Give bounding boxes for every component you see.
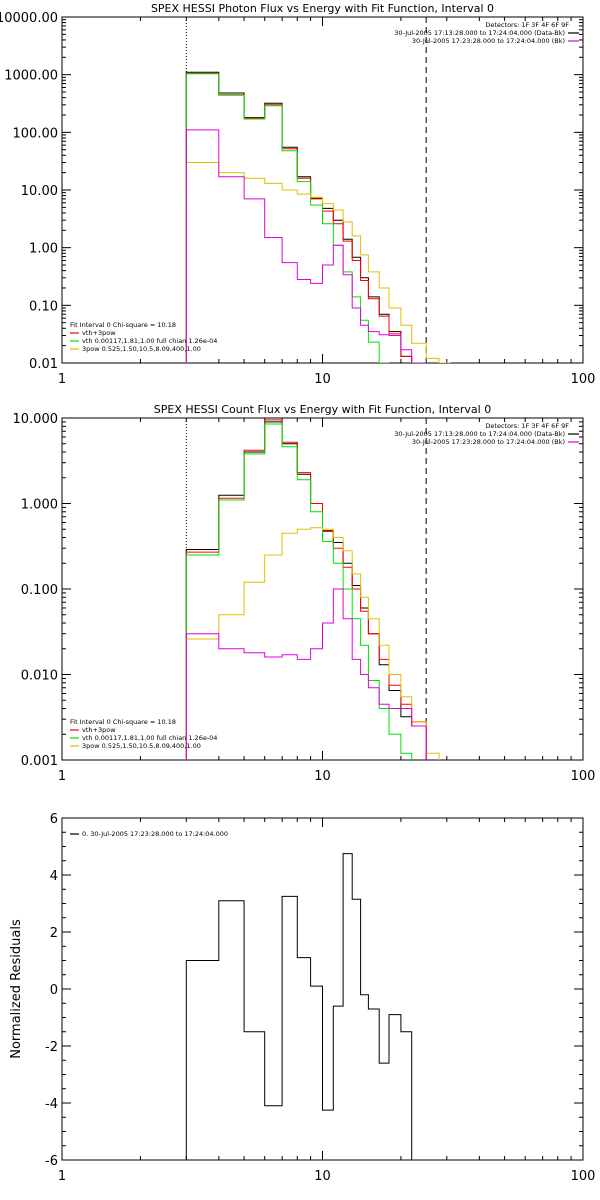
legend-detectors: Detectors: 1F 3F 4F 6F 9F (485, 422, 569, 430)
legend-detectors: Detectors: 1F 3F 4F 6F 9F (485, 21, 569, 29)
x-tick-label: 10 (314, 1169, 331, 1184)
y-tick-label: 0.100 (21, 583, 58, 598)
legend-entry-text: 30-Jul-2005 17:13:28.000 to 17:24:04.000… (394, 29, 565, 37)
y-tick-label: 0 (50, 983, 58, 998)
x-tick-label: 100 (571, 769, 596, 784)
y-tick-label: 10000.00 (0, 11, 58, 26)
legend-entry-text: vth 0.00117,1.81,1.00 full chian 1.26e-0… (82, 734, 217, 742)
legend-entry-text: vth 0.00117,1.81,1.00 full chian 1.26e-0… (82, 337, 217, 345)
x-tick-label: 100 (571, 1169, 596, 1184)
y-tick-label: 6 (50, 812, 58, 827)
series-line-2 (185, 423, 413, 760)
legend-entry-text: 30-Jul-2005 17:13:28.000 to 17:24:04.000… (394, 430, 565, 438)
plot-frame (61, 16, 584, 364)
x-tick-label: 10 (314, 372, 331, 387)
photon-flux-panel: SPEX HESSI Photon Flux vs Energy with Fi… (0, 2, 595, 387)
x-tick-label: 100 (571, 372, 596, 387)
legend-entry-text: 30-Jul-2005 17:23:28.000 to 17:24:04.000… (412, 438, 565, 446)
plot-frame (61, 417, 584, 761)
y-tick-label: 1000.00 (4, 69, 58, 84)
series-group (185, 419, 440, 760)
y-tick-label: 0.10 (29, 299, 58, 314)
legend-entry-text: 0. 30-Jul-2005 17:23:28.000 to 17:24:04.… (82, 830, 228, 838)
y-tick-label: -2 (45, 1040, 58, 1055)
series-group (185, 853, 427, 1160)
legend-fit-header: Fit Interval 0 Chi-square = 10.18 (70, 321, 176, 329)
y-tick-label: 100.00 (13, 126, 59, 141)
chart-title: SPEX HESSI Count Flux vs Energy with Fit… (154, 403, 491, 416)
y-tick-label: 2 (50, 926, 58, 941)
x-tick-label: 1 (58, 1169, 66, 1184)
legend-entry-text: 30-Jul-2005 17:23:28.000 to 17:24:04.000… (412, 37, 565, 45)
legend-fit-header: Fit Interval 0 Chi-square = 10.18 (70, 718, 176, 726)
y-tick-label: 0.01 (29, 357, 58, 372)
x-tick-label: 1 (58, 769, 66, 784)
series-line-4 (185, 129, 427, 363)
y-tick-label: -4 (45, 1097, 58, 1112)
legend-entry-text: vth+3pow (82, 726, 116, 734)
series-line-0 (185, 71, 413, 363)
y-tick-label: 1.00 (29, 242, 58, 257)
legend-entry-text: vth+3pow (82, 329, 116, 337)
y-tick-label: 10.00 (21, 184, 58, 199)
residuals-panel: 1 10 100 -6 -4 -2 0 2 4 6 Normalized Residuals 0. 3… (9, 812, 595, 1184)
series-line-1 (185, 72, 413, 363)
series-line-0 (185, 853, 427, 1160)
y-tick-label: 4 (50, 869, 58, 884)
y-tick-label: 10.000 (13, 412, 59, 427)
series-line-1 (185, 419, 427, 760)
y-tick-label: 0.010 (21, 669, 58, 684)
series-line-2 (185, 73, 389, 363)
x-tick-label: 1 (58, 372, 66, 387)
series-group (185, 71, 451, 363)
y-tick-label: 1.000 (21, 498, 58, 513)
chart-title: SPEX HESSI Photon Flux vs Energy with Fi… (151, 2, 494, 15)
count-flux-panel: SPEX HESSI Count Flux vs Energy with Fit… (13, 403, 596, 784)
legend-entry-text: 3pow 0.525,1.50,10.5,8.09,400,1.00 (82, 345, 201, 353)
series-line-3 (185, 162, 451, 363)
y-tick-label: -6 (45, 1154, 58, 1169)
series-line-4 (185, 588, 427, 760)
y-axis-label: Normalized Residuals (9, 919, 24, 1059)
y-tick-label: 0.001 (21, 754, 58, 769)
x-tick-label: 10 (314, 769, 331, 784)
series-line-3 (185, 527, 440, 760)
legend-entry-text: 3pow 0.525,1.50,10.5,8.09,400,1.00 (82, 742, 201, 750)
series-line-0 (185, 421, 427, 760)
